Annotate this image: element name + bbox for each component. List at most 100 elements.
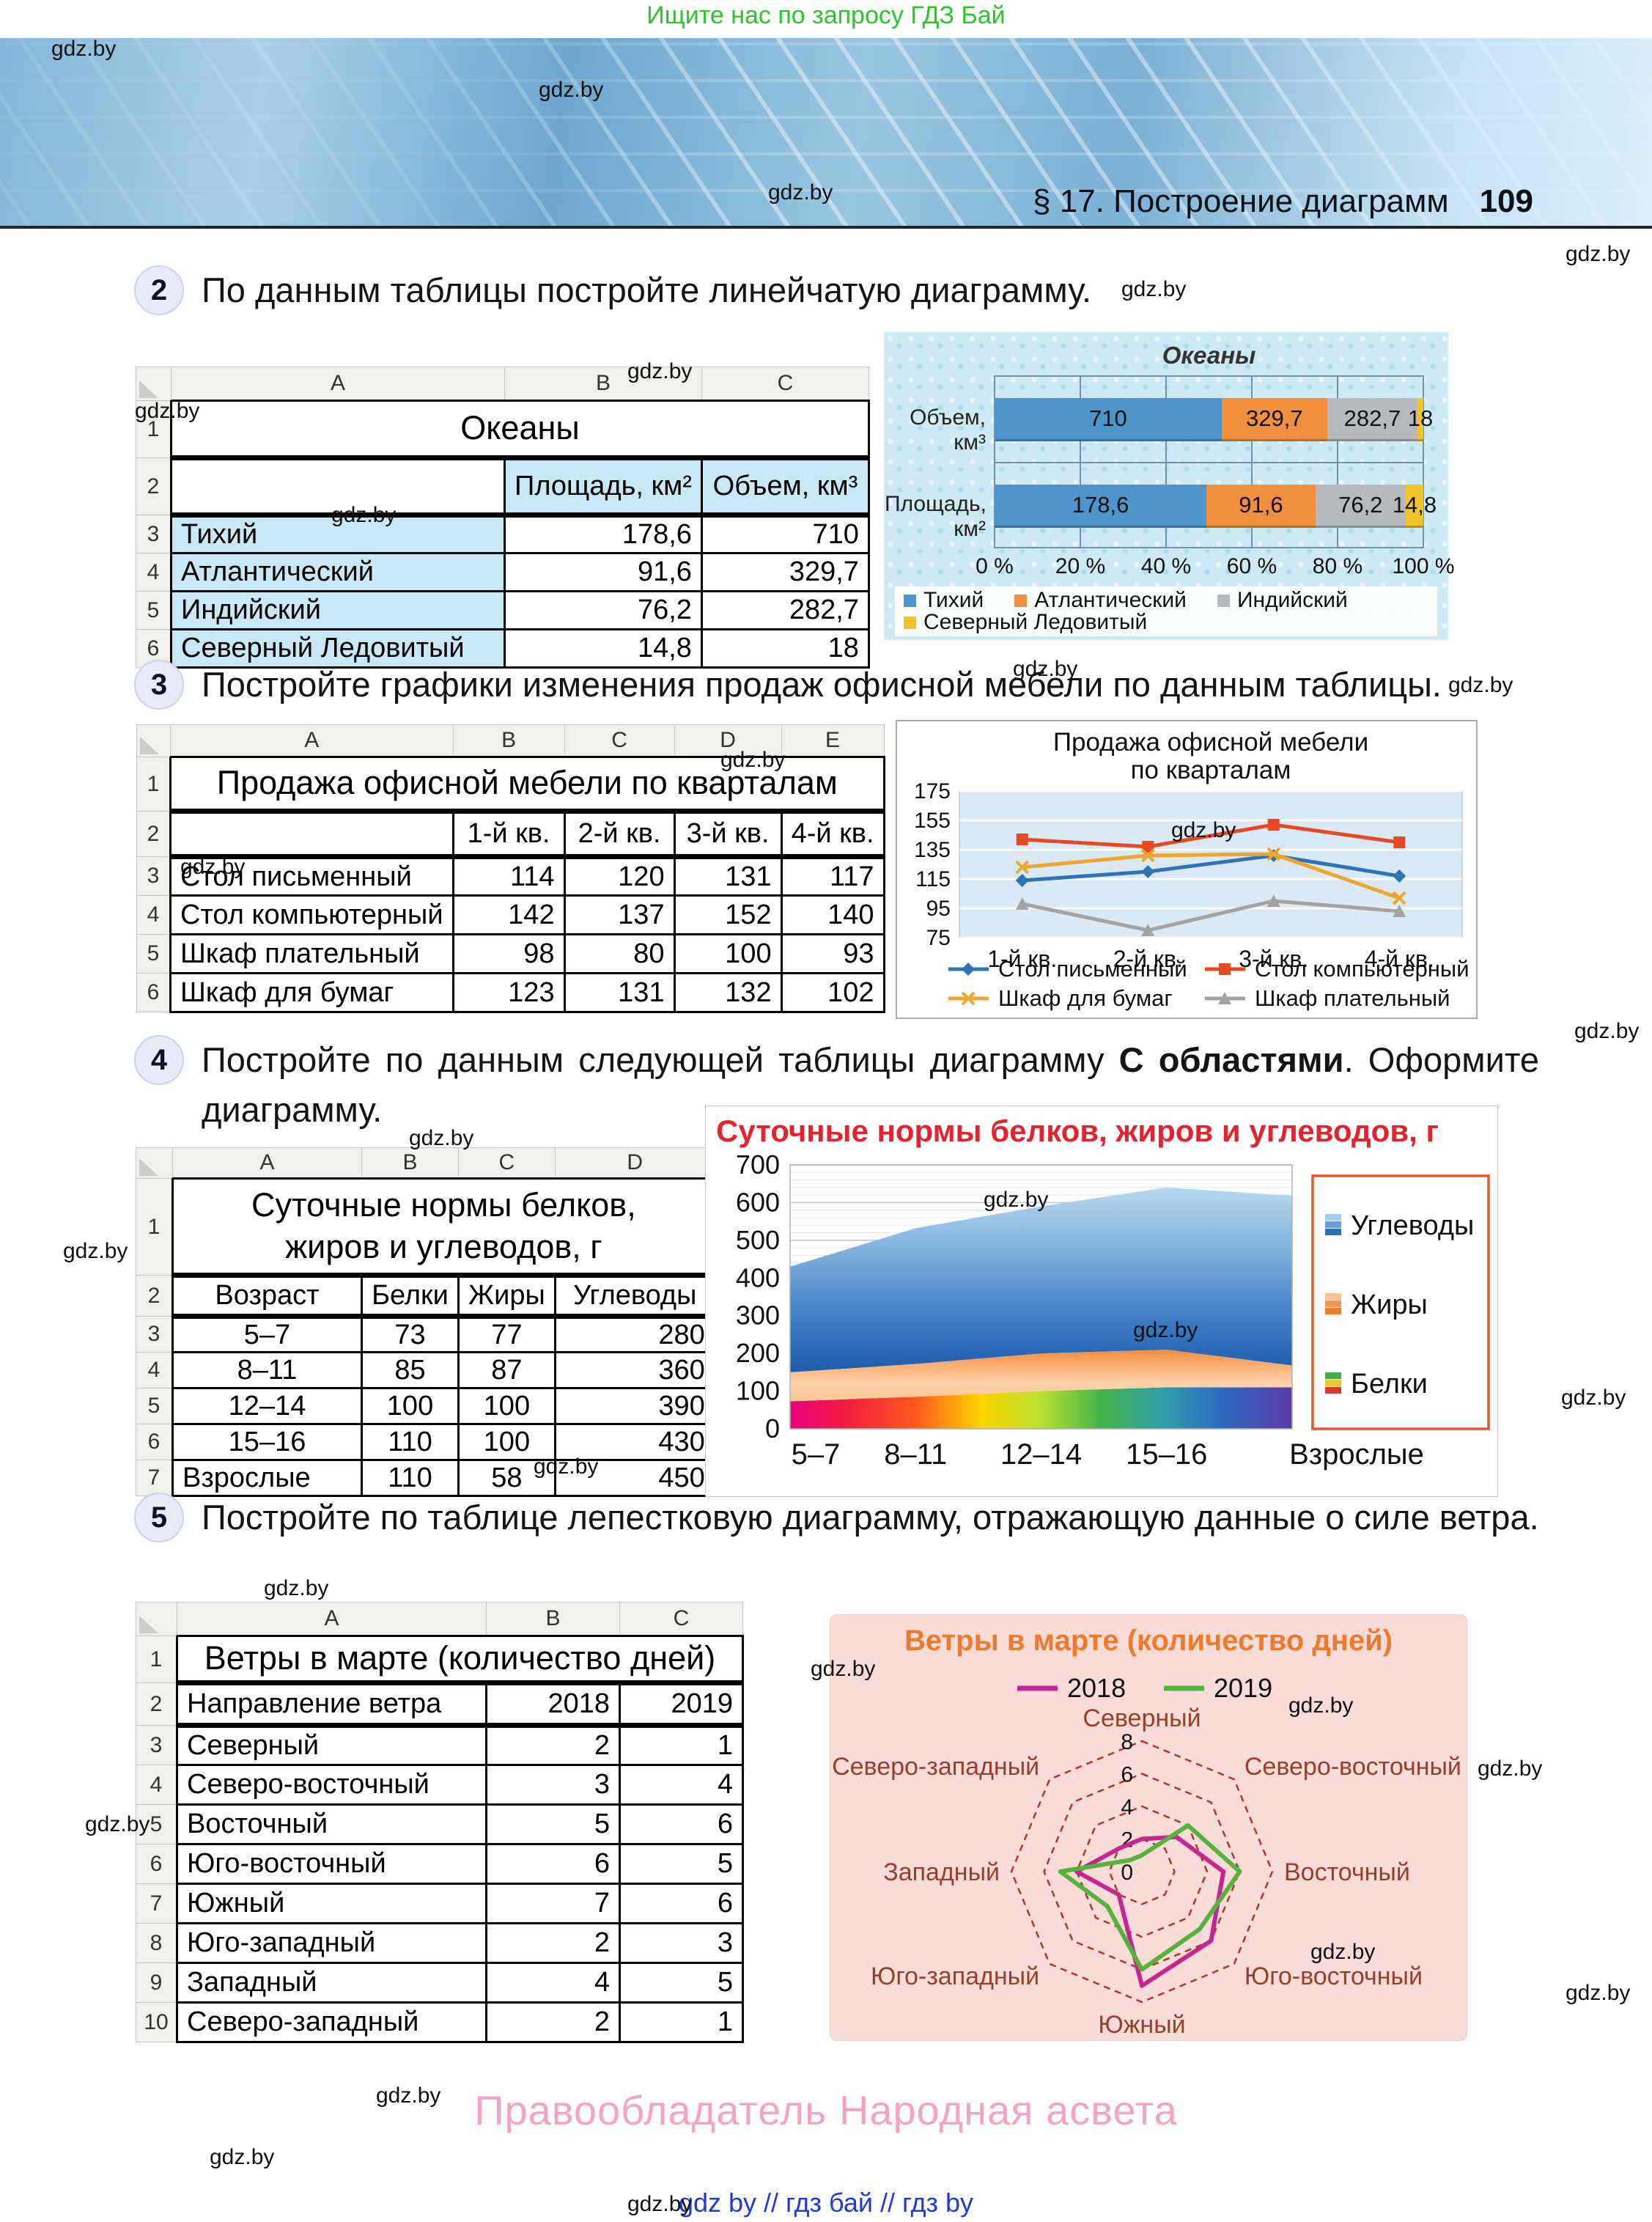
cell: 4 bbox=[619, 1764, 744, 1806]
cell: Стол компьютерный bbox=[169, 894, 454, 935]
watermark-gdzby: gdz.by bbox=[1448, 673, 1513, 697]
watermark-gdzby: gdz.by bbox=[534, 1454, 599, 1479]
watermark-gdzby: gdz.by bbox=[539, 78, 604, 102]
exercise-3-text: Постройте графики изменения продаж офисн… bbox=[202, 665, 1442, 704]
column-letter: E bbox=[781, 724, 885, 757]
legend-label: Углеводы bbox=[1351, 1210, 1474, 1241]
y-tick-label: 700 bbox=[736, 1149, 780, 1180]
x-tick-label: 3-й кв. bbox=[1239, 946, 1308, 972]
legend-label: Жиры bbox=[1351, 1290, 1428, 1320]
watermark-gdzby: gdz.by bbox=[264, 1576, 329, 1600]
cell: 6 bbox=[619, 1883, 744, 1924]
cell: 58 bbox=[457, 1459, 556, 1497]
cell: 152 bbox=[673, 894, 783, 935]
spreadsheet-grid: A B C 1 Океаны 2 Площадь, км² Объем, км³ 3 Тихий 1… bbox=[136, 367, 870, 669]
exercise-5-text: Постройте по таблице лепестковую диаграм… bbox=[202, 1498, 1539, 1537]
cell: 117 bbox=[780, 856, 885, 897]
cell: 2018 bbox=[485, 1682, 621, 1728]
r-tick-label: 8 bbox=[1121, 1730, 1133, 1754]
gridline bbox=[995, 462, 1423, 463]
row-number: 4 bbox=[136, 553, 172, 592]
chart-title: Продажа офисной мебели bbox=[1053, 728, 1368, 757]
row-number: 7 bbox=[136, 1883, 177, 1924]
cell: 2 bbox=[485, 1922, 621, 1964]
watermark-gdzby: gdz.by bbox=[1171, 818, 1236, 842]
column-letter: B bbox=[452, 724, 565, 757]
cell: 15–16 bbox=[172, 1423, 363, 1461]
bar: 710 329,7 282,7 18 bbox=[995, 398, 1433, 441]
watermark-gdzby: gdz.by bbox=[1574, 1019, 1640, 1043]
cell: Продажа офисной мебели по кварталам bbox=[169, 756, 885, 814]
watermark-gdzby: gdz.by bbox=[1288, 1693, 1354, 1718]
axis-tick-label: 20 % bbox=[1055, 554, 1106, 578]
exercise-5-badge: 5 bbox=[134, 1493, 184, 1542]
value-label: 14,8 bbox=[1392, 492, 1437, 518]
axis-tick-label: 0 % bbox=[976, 554, 1014, 578]
cell: 123 bbox=[451, 972, 566, 1013]
bar-segment: 76,2 bbox=[1315, 485, 1406, 528]
cell: 100 bbox=[673, 933, 783, 974]
cell: 100 bbox=[361, 1387, 460, 1425]
cell: Взрослые bbox=[172, 1459, 363, 1497]
corner-triangle-icon bbox=[139, 1616, 158, 1633]
row-number: 3 bbox=[136, 1316, 173, 1353]
row-number: 5 bbox=[136, 1388, 173, 1424]
cell: 100 bbox=[457, 1387, 556, 1425]
cell: 140 bbox=[780, 894, 885, 935]
watermark-gdzby: gdz.by bbox=[409, 1126, 474, 1150]
gridline bbox=[1423, 375, 1424, 548]
section-header: § 17. Построение диаграмм 109 bbox=[1033, 183, 1533, 220]
cell: 110 bbox=[361, 1459, 460, 1497]
column-letter: B bbox=[504, 367, 702, 401]
row-number: 3 bbox=[136, 515, 172, 553]
legend-swatch bbox=[1014, 594, 1028, 607]
watermark-gdzby: gdz.by bbox=[63, 1239, 128, 1263]
exercise-3-badge: 3 bbox=[134, 660, 184, 710]
x-tick-label: 1-й кв. bbox=[987, 946, 1057, 972]
section-title: § 17. Построение диаграмм bbox=[1033, 183, 1449, 219]
bar-segment: 178,6 bbox=[995, 485, 1207, 528]
exercise-5: 5 Постройте по таблице лепестковую диагр… bbox=[134, 1493, 1539, 1542]
row-number: 5 bbox=[136, 1804, 177, 1844]
cell: 76,2 bbox=[504, 590, 703, 630]
circuit-decoration bbox=[0, 38, 1652, 226]
column-letter: B bbox=[486, 1602, 620, 1636]
watermark-gdzby: gdz.by bbox=[210, 2145, 275, 2169]
exercise-2-badge: 2 bbox=[134, 265, 184, 315]
watermark-gdzby: gdz.by bbox=[180, 855, 246, 879]
cell: 430 bbox=[553, 1423, 716, 1461]
axis-label: Юго-западный bbox=[871, 1962, 1039, 1990]
legend-label: Шкаф плательный bbox=[1255, 985, 1450, 1011]
legend-label: Тихий bbox=[923, 588, 984, 612]
row-number: 8 bbox=[136, 1923, 177, 1963]
value-label: 178,6 bbox=[1072, 492, 1129, 518]
column-letter: A bbox=[177, 1602, 487, 1636]
cell: 178,6 bbox=[504, 514, 703, 554]
row-number: 3 bbox=[136, 856, 171, 896]
cell: 77 bbox=[457, 1315, 556, 1353]
axis-tick-label: 60 % bbox=[1226, 554, 1277, 578]
legend-label: 2018 bbox=[1067, 1673, 1126, 1703]
cell: 98 bbox=[451, 933, 566, 974]
spreadsheet-oceans: A B C 1 Океаны 2 Площадь, км² Объем, км³ 3 Тихий 1… bbox=[136, 367, 870, 669]
column-letter: C bbox=[564, 724, 675, 757]
y-tick-label: 200 bbox=[736, 1338, 780, 1368]
cell: Объем, км³ bbox=[700, 457, 870, 518]
corner-triangle-icon bbox=[139, 1158, 158, 1176]
chart-title: по кварталам bbox=[1131, 756, 1291, 784]
cell: 3 bbox=[619, 1922, 744, 1964]
radar-chart-svg: Ветры в марте (количество дней) 2018 2019 8… bbox=[832, 1625, 1461, 2039]
cell: Белки bbox=[361, 1274, 460, 1319]
exercise-2: 2 По данным таблицы постройте линейчатую… bbox=[134, 265, 1539, 315]
cell: 102 bbox=[780, 972, 885, 1013]
bar-segment: 329,7 bbox=[1221, 398, 1327, 441]
cell: 132 bbox=[673, 972, 783, 1013]
row-number: 1 bbox=[136, 1178, 173, 1276]
value-label: 329,7 bbox=[1246, 405, 1303, 431]
x-tick-label: 5–7 bbox=[792, 1438, 841, 1471]
cell: Юго-восточный bbox=[176, 1843, 487, 1885]
cell: 2-й кв. bbox=[563, 810, 676, 859]
row-number: 4 bbox=[136, 1765, 177, 1805]
axis-label: Восточный bbox=[1284, 1858, 1410, 1886]
